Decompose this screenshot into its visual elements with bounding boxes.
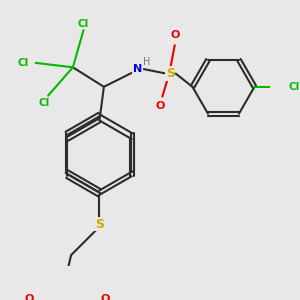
Text: N: N <box>133 64 142 74</box>
Text: Cl: Cl <box>17 58 28 68</box>
Text: O: O <box>25 294 34 300</box>
Text: Cl: Cl <box>288 82 299 92</box>
Text: H: H <box>143 57 150 67</box>
Text: S: S <box>95 218 104 231</box>
Text: O: O <box>100 294 110 300</box>
Text: O: O <box>170 30 179 40</box>
Text: Cl: Cl <box>78 19 89 29</box>
Text: O: O <box>155 101 164 111</box>
Text: S: S <box>166 67 175 80</box>
Text: Cl: Cl <box>38 98 49 108</box>
